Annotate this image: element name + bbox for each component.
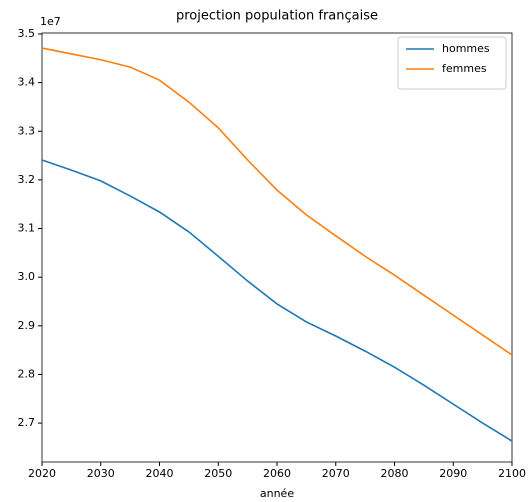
x-axis-label: année — [260, 487, 294, 500]
y-tick-label: 3.0 — [18, 270, 36, 283]
x-tick-label: 2040 — [146, 467, 174, 480]
y-tick-label: 2.8 — [18, 367, 36, 380]
line-series — [41, 159, 513, 442]
y-tick-label: 3.3 — [18, 124, 36, 137]
y-tick-label: 3.2 — [18, 173, 36, 186]
x-tick-label: 2050 — [204, 467, 232, 480]
y-tick-label: 3.4 — [18, 76, 36, 89]
x-tick-label: 2070 — [322, 467, 350, 480]
y-offset-label: 1e7 — [40, 15, 61, 28]
x-tick-label: 2060 — [263, 467, 291, 480]
y-tick-label: 3.1 — [18, 222, 36, 235]
legend-label: hommes — [442, 42, 490, 55]
line-series — [41, 47, 513, 356]
x-tick-label: 2030 — [87, 467, 115, 480]
x-tick-label: 2020 — [28, 467, 56, 480]
y-tick-label: 2.7 — [18, 416, 36, 429]
x-tick-label: 2090 — [439, 467, 467, 480]
x-tick-label: 2080 — [381, 467, 409, 480]
plot-frame — [41, 32, 513, 463]
y-tick-label: 2.9 — [18, 319, 36, 332]
x-tick-label: 2100 — [498, 467, 526, 480]
y-tick-label: 3.5 — [18, 27, 36, 40]
legend-label: femmes — [442, 62, 487, 75]
chart-title: projection population française — [176, 9, 378, 24]
legend-box — [397, 36, 507, 90]
